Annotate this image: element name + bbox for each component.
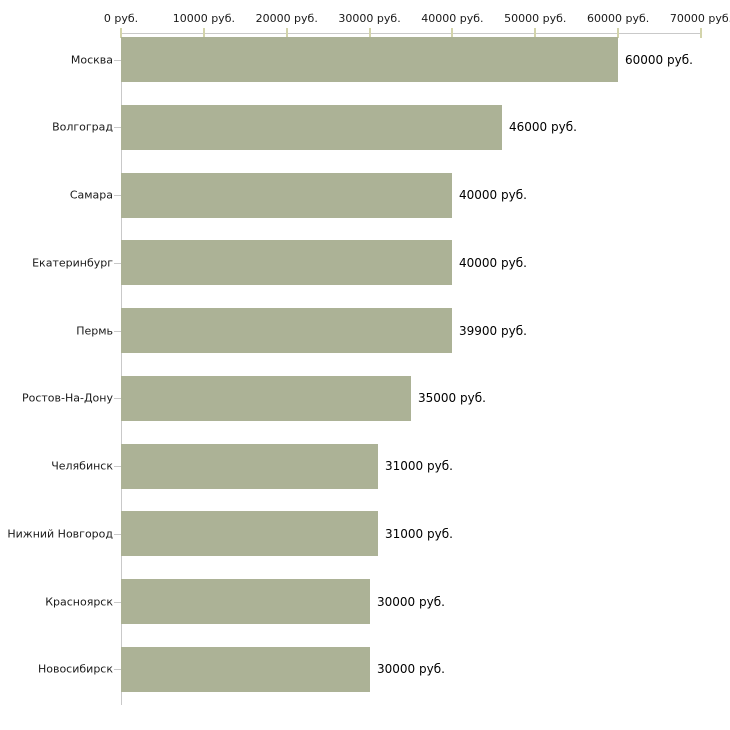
category-label: Новосибирск <box>37 662 113 676</box>
x-axis-tick-label: 30000 руб. <box>338 12 401 25</box>
bar <box>121 647 370 692</box>
bar <box>121 173 452 218</box>
y-axis-tick <box>114 669 121 670</box>
x-axis-tick-label: 40000 руб. <box>421 12 484 25</box>
value-label: 40000 руб. <box>459 188 527 202</box>
value-label: 40000 руб. <box>459 256 527 270</box>
y-axis-tick <box>114 331 121 332</box>
x-axis-tick <box>202 28 205 38</box>
y-axis-tick <box>114 398 121 399</box>
bar <box>121 444 378 489</box>
y-axis-tick <box>114 466 121 467</box>
category-label: Ростов-На-Дону <box>21 391 113 405</box>
x-axis-tick <box>534 28 537 38</box>
x-axis-line <box>121 33 702 34</box>
category-label: Волгоград <box>52 120 113 134</box>
x-axis-tick-label: 20000 руб. <box>255 12 318 25</box>
bar <box>121 240 452 285</box>
value-label: 31000 руб. <box>385 459 453 473</box>
x-axis-tick <box>617 28 620 38</box>
y-axis-line <box>121 33 122 705</box>
x-axis-tick-label: 10000 руб. <box>172 12 235 25</box>
y-axis-tick <box>114 195 121 196</box>
value-label: 39900 руб. <box>459 324 527 338</box>
bar <box>121 511 378 556</box>
y-axis-tick <box>114 263 121 264</box>
category-label: Самара <box>69 188 113 202</box>
x-axis-tick-label: 0 руб. <box>103 12 139 25</box>
category-label: Москва <box>70 53 113 67</box>
y-axis-tick <box>114 602 121 603</box>
category-label: Нижний Новгород <box>7 527 113 541</box>
value-label: 35000 руб. <box>418 391 486 405</box>
x-axis-tick <box>451 28 454 38</box>
category-label: Челябинск <box>51 459 113 473</box>
value-label: 60000 руб. <box>625 53 693 67</box>
x-axis-tick-label: 50000 руб. <box>504 12 567 25</box>
y-axis-tick <box>114 60 121 61</box>
x-axis-tick <box>285 28 288 38</box>
value-label: 30000 руб. <box>377 662 445 676</box>
value-label: 31000 руб. <box>385 527 453 541</box>
x-axis-tick <box>120 28 122 38</box>
category-label: Красноярск <box>45 595 113 609</box>
bar <box>121 37 618 82</box>
x-axis-tick-label: 60000 руб. <box>587 12 650 25</box>
bar <box>121 376 411 421</box>
bar <box>121 579 370 624</box>
x-axis-tick-label: 70000 руб. <box>669 12 730 25</box>
category-label: Пермь <box>76 324 113 338</box>
category-label: Екатеринбург <box>32 256 113 270</box>
value-label: 30000 руб. <box>377 595 445 609</box>
bar <box>121 105 502 150</box>
x-axis-tick <box>700 28 702 38</box>
y-axis-tick <box>114 534 121 535</box>
y-axis-tick <box>114 127 121 128</box>
bar <box>121 308 452 353</box>
x-axis-tick <box>368 28 371 38</box>
value-label: 46000 руб. <box>509 120 577 134</box>
